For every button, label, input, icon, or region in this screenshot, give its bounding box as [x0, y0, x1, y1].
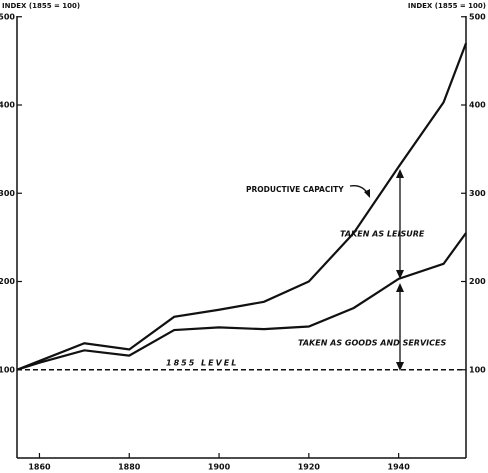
y2-tick-label: 400	[469, 101, 486, 110]
series-line	[16, 42, 468, 371]
annotation: 1855 LEVEL	[166, 359, 238, 368]
y-tick-label: 200	[0, 277, 15, 286]
x-tick-label: 1940	[388, 463, 411, 472]
y-axis-label: INDEX (1855 = 100)	[2, 2, 80, 10]
annotation: TAKEN AS LEISURE	[340, 230, 425, 239]
y2-tick-label: 500	[469, 12, 486, 21]
y-tick-label: 400	[0, 101, 15, 110]
y2-axis-label: INDEX (1855 = 100)	[408, 2, 486, 10]
x-tick-label: 1880	[118, 463, 141, 472]
y2-tick-label: 300	[469, 189, 486, 198]
y2-tick-label: 200	[469, 277, 486, 286]
y-tick-label: 300	[0, 189, 15, 198]
x-tick-label: 1860	[28, 463, 51, 472]
x-tick-label: 1900	[208, 463, 231, 472]
x-tick-label: 1920	[298, 463, 321, 472]
annotation: PRODUCTIVE CAPACITY	[246, 185, 344, 194]
y-tick-label: 500	[0, 12, 15, 21]
arrows	[349, 169, 404, 371]
y-tick-label: 100	[0, 365, 15, 374]
series-line	[16, 232, 467, 371]
y2-tick-label: 100	[469, 365, 486, 374]
annotation: TAKEN AS GOODS AND SERVICES	[298, 339, 446, 348]
